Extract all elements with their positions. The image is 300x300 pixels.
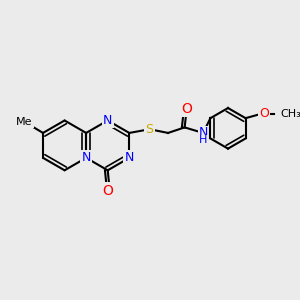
Text: O: O <box>181 102 192 116</box>
Text: O: O <box>259 107 269 120</box>
Text: N: N <box>82 151 91 164</box>
Text: N: N <box>103 114 112 127</box>
Text: N: N <box>198 126 208 140</box>
Text: O: O <box>102 184 113 198</box>
Text: Me: Me <box>16 117 33 127</box>
Text: S: S <box>146 123 154 136</box>
Text: H: H <box>199 135 207 145</box>
Text: N: N <box>124 151 134 164</box>
Text: CH₃: CH₃ <box>280 109 300 118</box>
